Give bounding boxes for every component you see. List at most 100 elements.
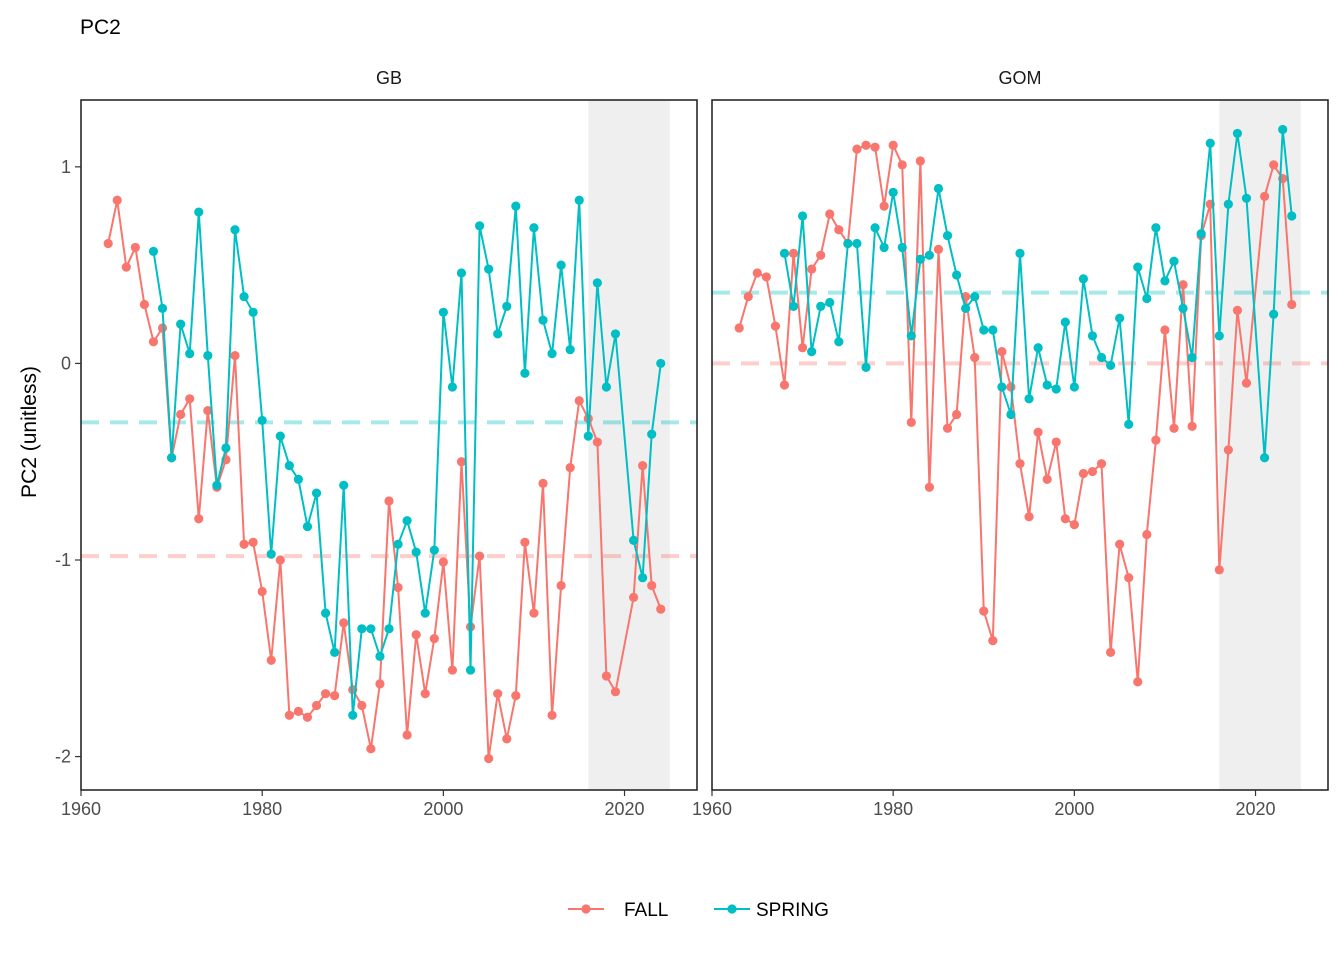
data-point [1187,421,1197,431]
data-point [961,303,971,313]
x-tick-label: 2020 [1236,799,1276,819]
data-point [1205,138,1215,148]
data-point [284,461,294,471]
panel-strip-label-gom: GOM [999,68,1042,88]
data-point [1133,262,1143,272]
legend-label: FALL [624,900,668,921]
data-point [320,608,331,618]
data-point [456,457,467,467]
data-point [474,221,485,231]
data-point [1214,331,1224,341]
data-point [807,347,817,357]
data-point [861,140,871,150]
data-point [592,437,602,447]
series-fall [734,140,1297,687]
data-point [1241,378,1252,388]
data-point [825,209,835,219]
data-point [1187,352,1197,363]
data-point [988,635,998,646]
data-point [148,246,159,256]
data-point [447,665,458,675]
data-point [1287,299,1297,310]
data-point [1115,313,1125,323]
data-point [1096,352,1107,363]
data-point [556,580,566,591]
data-point [538,315,548,325]
data-point [176,319,186,329]
series-line-spring [783,129,1293,458]
data-point [843,238,853,249]
data-point [1096,459,1107,469]
data-point [834,337,844,347]
series-line-spring [152,200,662,716]
data-point [906,417,916,427]
data-point [770,321,781,331]
data-point [1214,565,1224,575]
data-point [493,689,503,699]
data-point [393,582,403,593]
data-point [647,580,657,591]
data-point [194,207,204,217]
y-tick-label: -1 [55,550,71,570]
data-point [293,706,304,716]
data-point [888,187,898,197]
panel-gom: GOM 1960 1980 2000 2020 [692,68,1329,819]
series-fall [103,195,666,764]
series-spring [148,195,666,720]
data-point [1232,128,1243,139]
data-point [1151,223,1161,233]
series-spring [779,124,1297,463]
data-point [565,463,575,473]
data-point [1060,317,1070,327]
panel-gb: GB 1960 1980 2000 2020 -2 -1 0 1 [55,68,698,819]
data-point [897,160,907,170]
data-point [293,474,304,485]
data-point [1051,384,1061,394]
data-point [203,350,213,361]
data-point [176,409,186,420]
data-point [888,140,898,150]
data-point [861,362,871,372]
data-point [1151,435,1161,445]
data-point [320,689,331,699]
data-point [951,409,962,420]
data-point [547,710,557,720]
data-point [502,301,512,312]
data-point [825,297,835,308]
data-point [834,225,844,235]
data-point [402,516,412,526]
data-point [933,183,944,194]
data-point [465,665,476,675]
data-point [511,691,521,701]
x-tick-label: 1980 [242,799,282,819]
x-tick-label: 2020 [605,799,645,819]
data-point [601,382,612,392]
legend-key-point [581,904,591,914]
data-point [375,651,385,661]
data-point [1105,647,1116,657]
data-point [275,555,285,565]
x-tick-label: 1960 [692,799,732,819]
data-point [166,453,177,463]
data-point [148,337,159,347]
data-point [185,394,195,404]
data-point [816,301,826,312]
legend-key-point [727,904,737,914]
data-point [1223,445,1233,455]
data-point [257,586,267,597]
data-point [752,268,762,278]
data-point [311,700,322,711]
data-point [502,734,512,744]
data-point [1169,423,1179,433]
data-point [951,270,962,280]
data-point [610,687,621,697]
y-tick-label: -2 [55,747,71,767]
series-line-fall [738,141,1293,682]
data-point [870,142,880,152]
data-point [879,201,889,211]
data-point [592,278,602,288]
data-point [788,248,799,258]
data-point [529,223,539,233]
data-point [1006,409,1016,420]
